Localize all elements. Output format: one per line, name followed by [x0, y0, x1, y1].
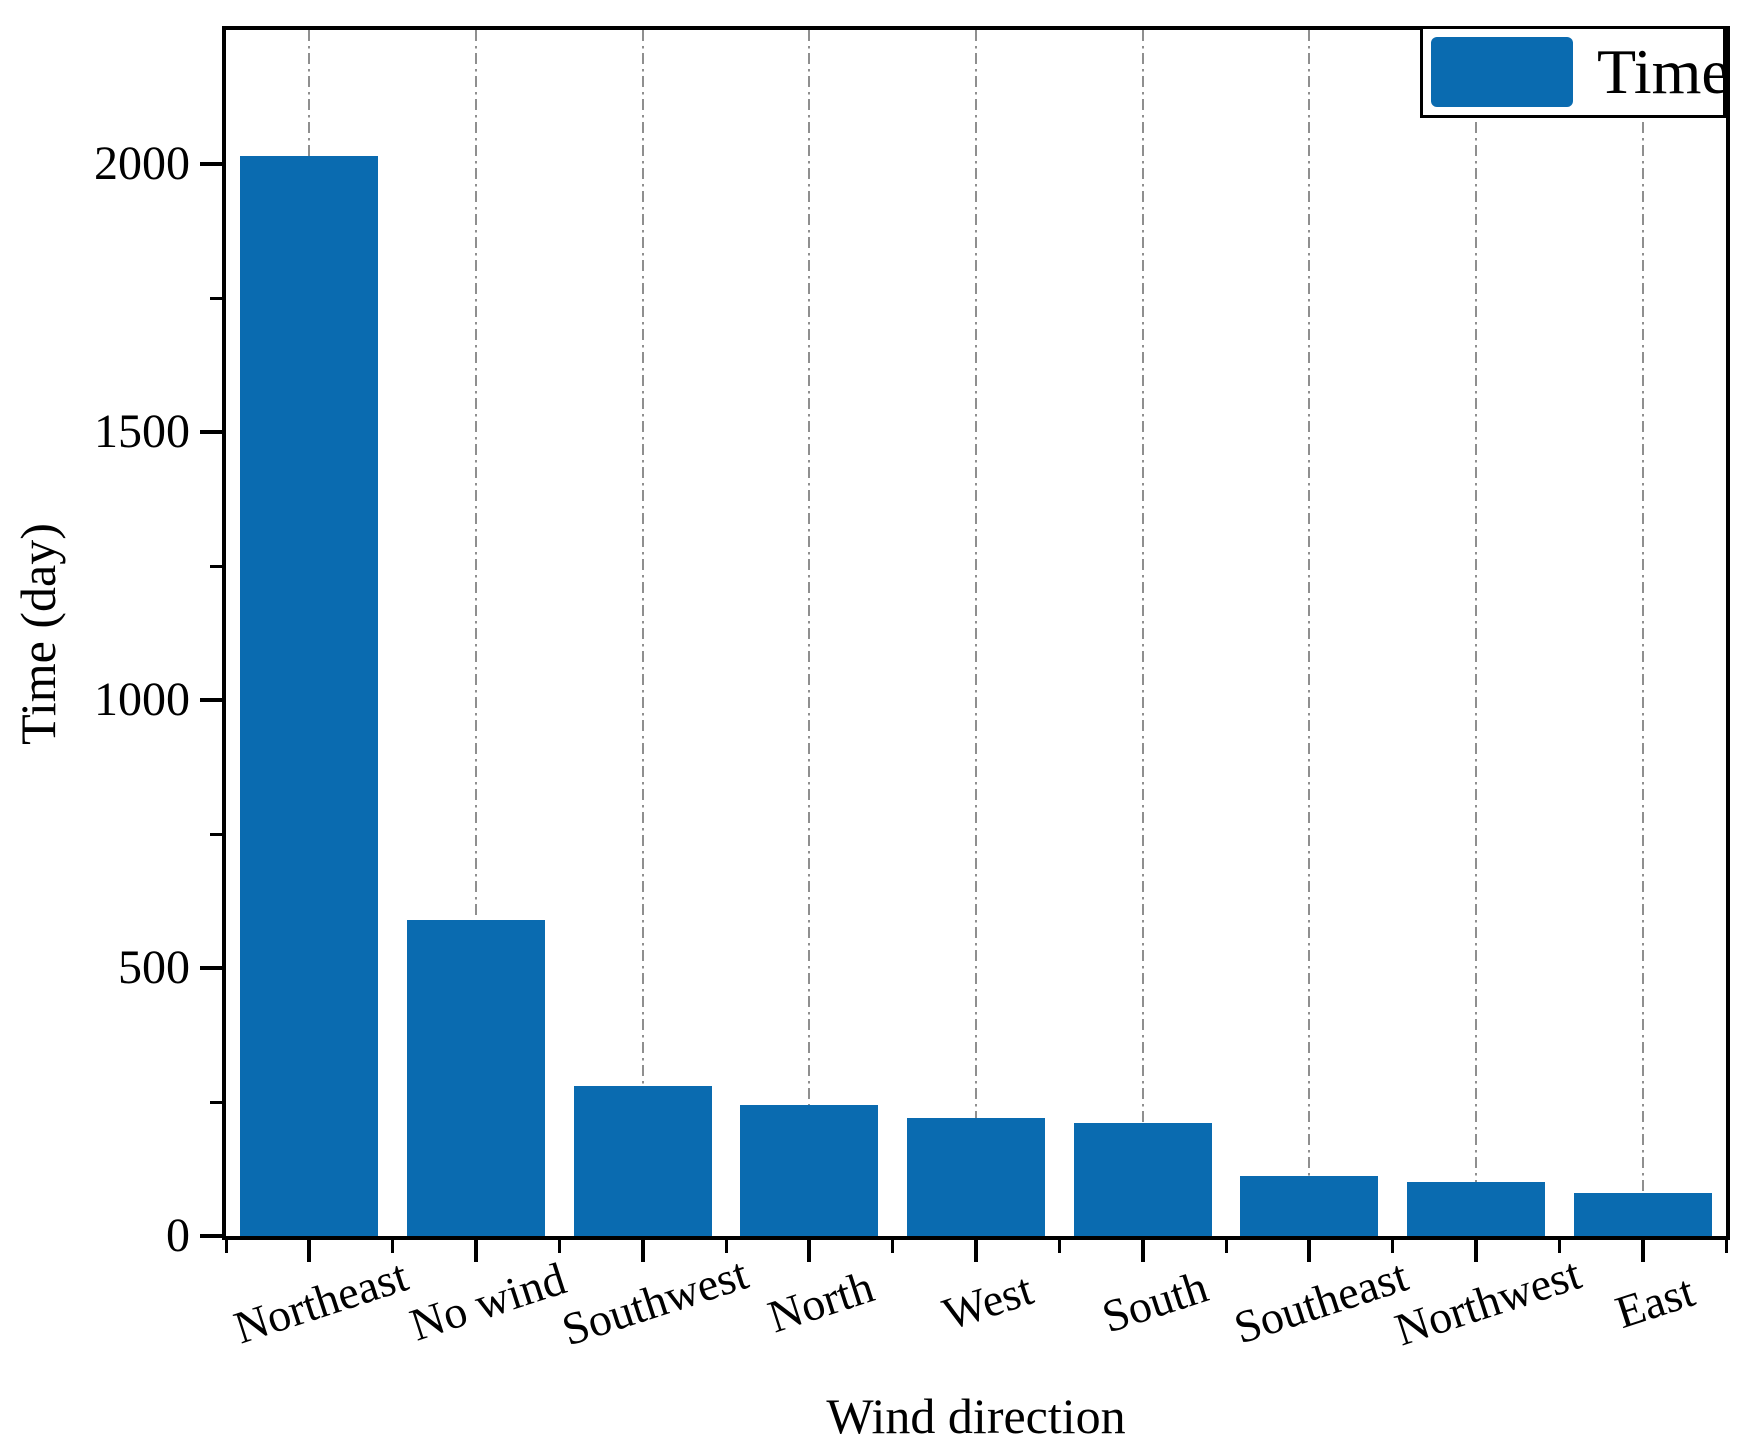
- bar-north: [740, 1104, 879, 1236]
- x-major-tick-east: [1640, 1240, 1645, 1262]
- x-minor-tick-4: [891, 1240, 895, 1253]
- x-tick-label-east: East: [1608, 1265, 1701, 1339]
- y-major-tick-2000: [200, 162, 222, 166]
- y-minor-tick-750: [210, 832, 222, 836]
- x-major-tick-no-wind: [474, 1240, 478, 1262]
- bar-northeast: [240, 156, 379, 1236]
- x-tick-label-northeast: Northeast: [228, 1249, 415, 1354]
- x-axis-title: Wind direction: [826, 1388, 1126, 1444]
- bar-southeast: [1240, 1176, 1379, 1236]
- x-minor-tick-6: [1224, 1240, 1228, 1253]
- legend: Time: [1420, 26, 1730, 118]
- bar-west: [907, 1118, 1045, 1236]
- y-axis-title: Time (day): [10, 523, 66, 745]
- x-tick-label-north: North: [762, 1260, 881, 1343]
- gridline-southwest: [641, 30, 644, 1236]
- y-tick-label-500: 500: [118, 941, 190, 994]
- y-tick-label-2000: 2000: [94, 137, 190, 190]
- x-major-tick-northwest: [1474, 1240, 1478, 1262]
- bar-southwest: [573, 1085, 712, 1236]
- legend-time-swatch: [1431, 37, 1573, 107]
- x-tick-label-no-wind: No wind: [404, 1252, 572, 1351]
- gridline-south: [1141, 30, 1144, 1236]
- y-minor-tick-1750: [210, 296, 222, 300]
- x-tick-label-west: West: [936, 1263, 1039, 1340]
- gridline-no-wind: [475, 30, 477, 1236]
- x-tick-label-southwest: Southwest: [555, 1247, 754, 1356]
- plot-area: [226, 30, 1726, 1236]
- gridline-southeast: [1308, 30, 1311, 1236]
- x-minor-tick-5: [1057, 1240, 1061, 1253]
- bar-south: [1073, 1123, 1212, 1236]
- x-tick-label-northwest: Northwest: [1388, 1247, 1587, 1356]
- x-minor-tick-3: [724, 1240, 728, 1253]
- gridline-northwest: [1475, 30, 1477, 1236]
- x-minor-tick-7: [1391, 1240, 1395, 1253]
- gridline-north: [808, 30, 811, 1236]
- x-minor-tick-1: [391, 1240, 395, 1253]
- x-tick-label-south: South: [1095, 1260, 1214, 1343]
- x-major-tick-south: [1140, 1240, 1145, 1262]
- bar-northwest: [1407, 1182, 1545, 1236]
- x-minor-tick-8: [1557, 1240, 1561, 1253]
- gridline-west: [975, 30, 977, 1236]
- y-tick-label-1500: 1500: [94, 405, 190, 458]
- x-major-tick-southeast: [1307, 1240, 1312, 1262]
- x-tick-label-southeast: Southeast: [1228, 1249, 1415, 1354]
- x-major-tick-north: [807, 1240, 812, 1262]
- y-minor-tick-250: [210, 1100, 222, 1104]
- bar-east: [1573, 1193, 1712, 1236]
- bar-no-wind: [407, 919, 545, 1236]
- y-major-tick-1500: [200, 430, 222, 434]
- y-minor-tick-1250: [210, 564, 222, 568]
- x-major-tick-northeast: [307, 1240, 312, 1262]
- y-major-tick-1000: [200, 698, 222, 702]
- x-minor-tick-0: [224, 1240, 228, 1253]
- y-tick-label-0: 0: [166, 1209, 190, 1262]
- x-minor-tick-9: [1724, 1240, 1728, 1253]
- y-major-tick-0: [200, 1234, 222, 1238]
- x-major-tick-southwest: [640, 1240, 645, 1262]
- gridline-east: [1641, 30, 1644, 1236]
- x-major-tick-west: [974, 1240, 978, 1262]
- y-tick-label-1000: 1000: [94, 673, 190, 726]
- legend-label: Time: [1597, 36, 1730, 107]
- y-major-tick-500: [200, 966, 222, 970]
- x-minor-tick-2: [557, 1240, 561, 1253]
